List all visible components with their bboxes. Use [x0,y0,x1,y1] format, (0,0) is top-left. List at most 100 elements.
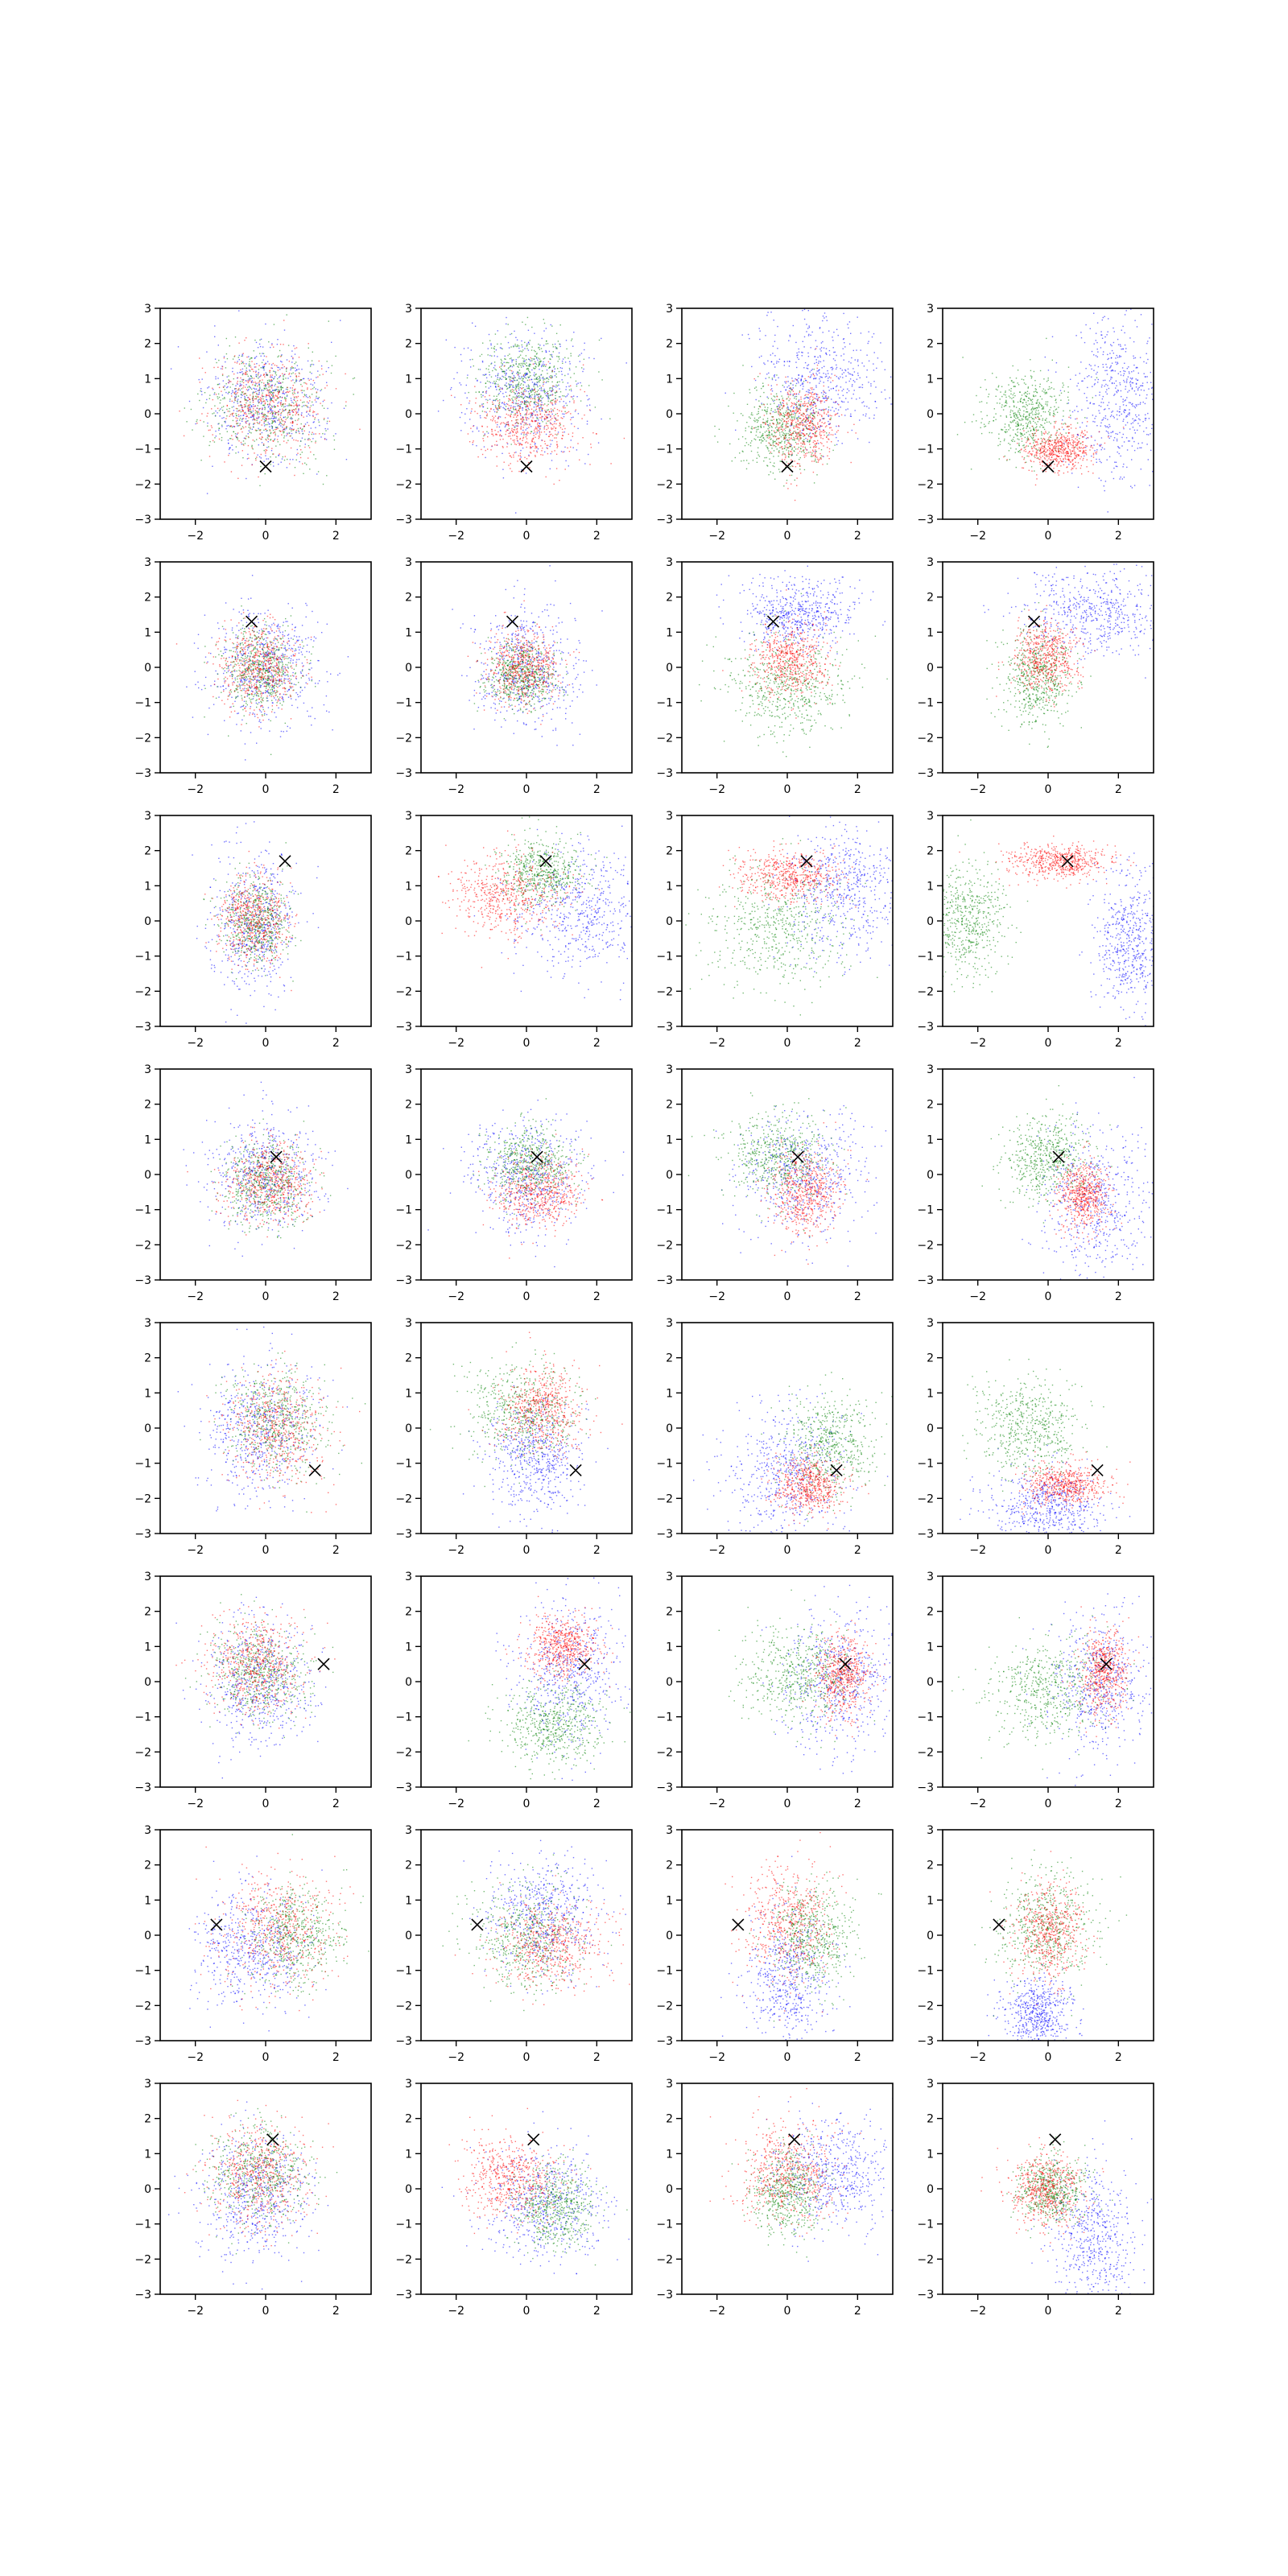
data-point [739,452,741,454]
data-point [537,402,539,404]
data-point [769,443,770,444]
data-point [272,453,274,455]
data-point [815,407,817,409]
data-point [288,432,290,434]
data-point [518,392,519,394]
data-point [275,427,278,428]
data-point [225,427,227,430]
data-point [573,373,575,374]
data-point [551,451,553,452]
data-point [511,411,513,412]
data-point [200,390,203,393]
data-point [272,412,274,415]
data-point [819,376,821,378]
data-point [239,419,241,421]
data-point [790,386,791,389]
data-point [297,411,299,413]
data-point [596,433,597,435]
data-point [281,361,283,363]
data-point [345,459,348,460]
data-point [218,386,221,389]
data-point [815,359,817,361]
data-point [273,392,275,394]
data-point [533,386,535,387]
data-point [266,387,267,390]
data-point [873,369,875,371]
data-point [516,395,518,397]
data-point [498,402,500,404]
data-point [247,397,249,398]
data-point [508,386,510,389]
data-point [813,482,815,484]
data-point [809,429,811,431]
data-point [774,396,776,398]
data-point [241,427,242,430]
data-point [819,457,821,459]
data-point [498,379,500,381]
data-point [547,417,549,419]
data-point [275,435,276,436]
data-point [242,418,244,419]
data-point [815,405,817,407]
data-point [275,456,277,458]
data-point [867,342,869,345]
data-point [249,361,250,362]
data-point [745,442,748,444]
data-point [758,400,760,402]
data-point [526,316,529,319]
data-point [805,448,807,450]
data-point [520,395,522,398]
data-point [290,404,291,406]
data-point [561,367,563,369]
data-point [230,438,232,440]
data-point [508,361,510,364]
data-point [221,394,223,396]
data-point [826,413,828,415]
data-point [258,411,260,413]
data-point [787,440,790,442]
data-point [518,386,520,387]
data-point [512,390,514,393]
data-point [259,345,262,348]
data-point [238,310,240,312]
data-point [220,408,221,410]
data-point [275,445,277,447]
data-point [280,412,282,415]
data-point [279,375,281,378]
data-point [812,398,814,400]
data-point [800,403,802,405]
data-point [795,407,797,409]
data-point [273,378,275,380]
data-point [786,407,788,409]
data-point [848,361,850,363]
data-point [317,389,319,390]
data-point [759,416,761,418]
data-point [502,376,505,378]
data-point [794,412,795,414]
data-point [562,418,564,419]
data-point [801,432,803,434]
data-point [741,334,743,336]
data-point [327,407,328,410]
data-point [260,429,262,431]
data-point [308,447,311,448]
data-point [252,396,254,398]
data-point [516,437,518,440]
data-point [276,389,278,390]
data-point [804,424,806,426]
data-point [787,432,789,435]
data-point [516,386,518,387]
data-point [768,437,770,439]
data-point [539,407,541,408]
data-point [526,379,529,382]
data-point [274,416,275,418]
data-point [555,347,558,349]
data-point [800,445,802,447]
data-point [247,386,249,388]
data-point [226,386,228,389]
data-point [256,456,258,458]
data-point [560,398,562,400]
data-point [577,382,579,384]
data-point [235,390,237,392]
data-point [225,367,227,369]
